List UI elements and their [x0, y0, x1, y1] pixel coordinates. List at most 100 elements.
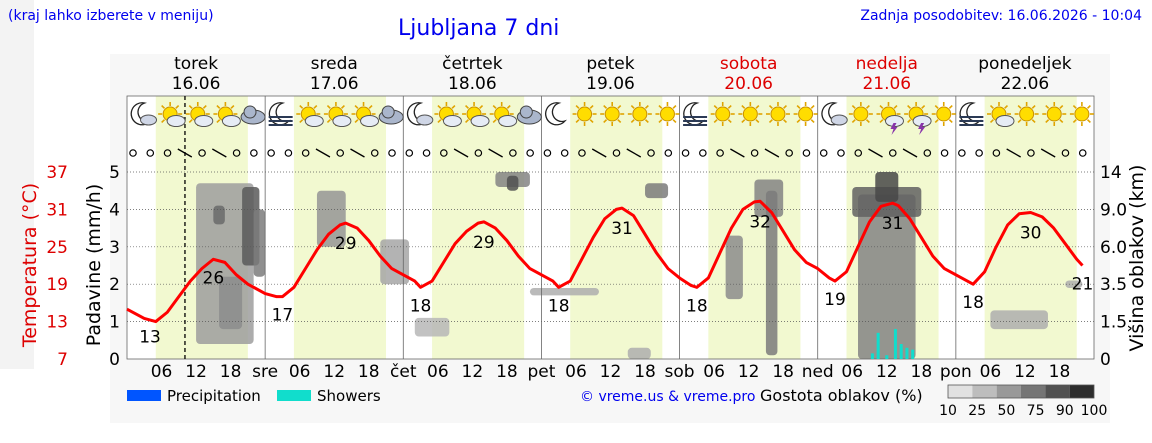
hour-tick-label: 18 — [634, 362, 656, 382]
wind-calm-mark — [543, 149, 552, 157]
cloud-icon — [516, 105, 542, 125]
cloud-density-tick: 50 — [997, 403, 1015, 419]
temperature-label: 30 — [1020, 224, 1042, 244]
wind-calm-mark — [940, 149, 949, 157]
temperature-label: 17 — [272, 306, 294, 326]
showers-bar — [905, 347, 909, 359]
cloud-density-tick: 25 — [968, 403, 986, 419]
wind-barb — [868, 148, 883, 158]
sun-icon — [848, 102, 873, 126]
temperature-label: 18 — [548, 296, 570, 316]
wind-calm-mark — [422, 149, 431, 157]
wind-calm-mark — [888, 149, 897, 157]
temperature-tick: 25 — [46, 238, 68, 258]
hour-tick-label: 12 — [600, 362, 622, 382]
day-name: sreda — [311, 54, 358, 74]
precipitation-legend-swatch — [127, 390, 161, 401]
cloud-height-tick: 0 — [1100, 350, 1111, 370]
cloud-height-tick: 14 — [1100, 163, 1122, 183]
temperature-axis-label: Temperatura (°C) — [19, 183, 41, 348]
sun-icon — [1069, 102, 1094, 126]
cloud-density-swatch — [948, 385, 973, 398]
hour-tick-label: 12 — [738, 362, 760, 382]
wind-barb — [350, 148, 365, 158]
temperature-label: 31 — [611, 219, 633, 239]
showers-legend-label: Showers — [317, 387, 381, 405]
cloud-patch — [506, 175, 519, 191]
wind-barb — [453, 148, 469, 158]
cloud-density-tick: 90 — [1056, 403, 1074, 419]
cloud-icon — [378, 105, 404, 125]
day-date: 18.06 — [448, 74, 497, 94]
wind-calm-mark — [560, 149, 569, 157]
temperature-label: 31 — [882, 214, 904, 234]
precipitation-tick: 5 — [109, 163, 120, 183]
wind-calm-mark — [923, 149, 932, 157]
precipitation-tick: 2 — [109, 275, 120, 295]
hour-tick-label: 06 — [841, 362, 863, 382]
cloud-patch — [213, 205, 225, 225]
location-hint[interactable]: (kraj lahko izberete v meniju) — [8, 8, 214, 24]
wind-calm-mark — [750, 149, 759, 157]
sun-icon — [931, 102, 956, 126]
wind-calm-mark — [509, 149, 517, 157]
cloud-patch — [219, 276, 243, 330]
wind-barb — [591, 148, 607, 158]
wind-barb — [315, 148, 331, 158]
wind-barb — [1040, 148, 1056, 158]
daytime-band — [570, 96, 663, 359]
day-name: sobota — [720, 54, 778, 74]
hour-tick-label: 06 — [703, 362, 725, 382]
wind-calm-mark — [1061, 149, 1070, 157]
plot-frame — [126, 95, 1095, 360]
cloud-patch — [627, 347, 651, 359]
temperature-label: 32 — [749, 212, 771, 232]
wind-calm-mark — [440, 149, 448, 157]
cloud-patch — [875, 172, 899, 202]
wind-barb — [902, 148, 918, 158]
cloud-density-swatch — [996, 385, 1021, 398]
sun-icon — [600, 102, 625, 126]
showers-bar — [885, 355, 889, 359]
cloud-height-tick: 6.0 — [1100, 238, 1127, 258]
wind-calm-mark — [647, 149, 655, 157]
hour-tick-label: 06 — [427, 362, 449, 382]
temperature-label: 21 — [1072, 275, 1094, 295]
cloud-density-scale-frame — [947, 384, 1095, 399]
sun-icon — [572, 102, 597, 126]
temperature-label: 29 — [473, 233, 495, 253]
sun-cloud-icon — [296, 102, 324, 127]
last-updated: Zadnja posodobitev: 16.06.2026 - 10:04 — [860, 8, 1142, 24]
day-date: 22.06 — [1001, 74, 1050, 94]
day-abbr-label: čet — [390, 362, 417, 382]
cloud-patch — [1065, 280, 1083, 288]
precipitation-axis-label: Padavine (mm/h) — [83, 184, 105, 347]
showers-bar — [893, 329, 897, 359]
sun-cloud-icon — [351, 102, 380, 127]
sun-icon — [1014, 102, 1039, 126]
day-date: 17.06 — [310, 74, 359, 94]
showers-bar — [870, 353, 874, 359]
wind-barb — [764, 148, 780, 158]
sun-icon — [765, 102, 790, 126]
wind-calm-mark — [681, 149, 690, 157]
sun-cloud-icon — [462, 102, 490, 127]
cloud-density-tick: 75 — [1027, 403, 1045, 419]
cloud-density-swatch — [1021, 385, 1046, 398]
wind-calm-mark — [526, 149, 534, 157]
wind-calm-mark — [716, 149, 724, 157]
sun-cloud-icon — [185, 102, 214, 127]
wind-calm-mark — [198, 149, 206, 157]
precipitation-tick: 3 — [109, 238, 120, 258]
wind-calm-mark — [163, 149, 172, 157]
wind-calm-mark — [388, 149, 396, 157]
showers-bar — [911, 349, 915, 359]
wind-calm-mark — [802, 149, 811, 157]
sun-icon — [710, 102, 735, 126]
sun-icon — [1042, 102, 1067, 126]
wind-barb — [1006, 148, 1021, 158]
moon-cloud-icon — [406, 102, 434, 126]
hour-tick-label: 18 — [911, 362, 933, 382]
wind-calm-mark — [612, 149, 621, 157]
sun-cloud-icon — [323, 102, 352, 127]
